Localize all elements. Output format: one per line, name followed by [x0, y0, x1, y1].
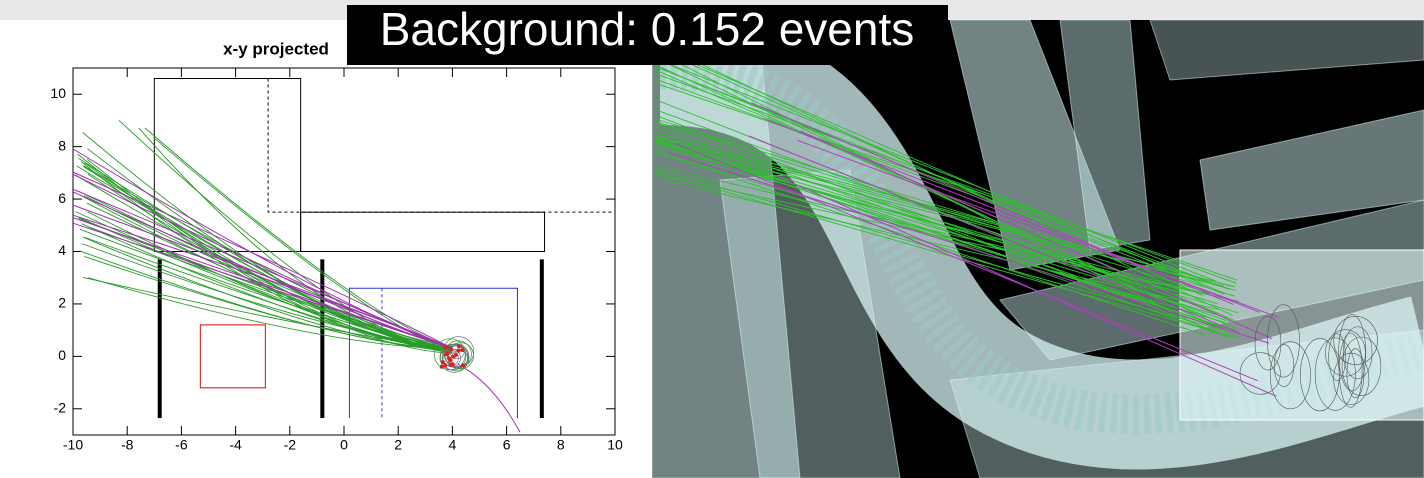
- curl-3d: [1342, 326, 1373, 379]
- curl-track: [433, 338, 466, 371]
- volume: [1149, 19, 1424, 81]
- green-track: [88, 226, 453, 348]
- hit: [447, 356, 452, 361]
- curl-3d: [1314, 337, 1356, 411]
- track-3d: [748, 135, 1239, 333]
- track-3d: [654, 78, 1209, 283]
- track-3d: [654, 58, 1217, 282]
- track-3d: [654, 73, 1237, 284]
- track-3d: [654, 65, 1224, 295]
- track-3d: [654, 168, 1221, 330]
- hit: [456, 348, 461, 353]
- curl-3d: [1333, 316, 1378, 365]
- x-tick-label: -10: [63, 437, 83, 453]
- detector-outline: [153, 77, 302, 252]
- volume: [1059, 19, 1151, 251]
- y-tick-label: 8: [58, 137, 66, 153]
- curl-3d: [1346, 348, 1365, 399]
- curl-3d: [1254, 315, 1282, 371]
- curl-3d: [1239, 352, 1281, 395]
- x-tick-label: 6: [503, 437, 511, 453]
- x-tick-label: 4: [449, 437, 457, 453]
- track-3d: [654, 131, 1233, 287]
- track-3d: [777, 176, 1277, 397]
- x-tick-label: 10: [607, 437, 623, 453]
- banner-box: [347, 5, 948, 65]
- purple-track: [72, 173, 453, 349]
- track-3d: [654, 121, 1232, 323]
- curl-3d: [1300, 338, 1340, 412]
- x-tick-label: -8: [121, 437, 134, 453]
- x-tick-label: -4: [229, 437, 242, 453]
- green-track: [82, 236, 453, 352]
- track-3d: [654, 141, 1237, 332]
- x-tick-label: 2: [394, 437, 402, 453]
- x-tick-label: 8: [557, 437, 565, 453]
- hit: [443, 363, 448, 368]
- x-tick-label: 0: [340, 437, 348, 453]
- hit: [449, 346, 454, 351]
- volume: [949, 19, 1121, 271]
- track-3d: [654, 126, 1226, 330]
- hit: [444, 345, 449, 350]
- track-3d: [654, 151, 1226, 324]
- hit: [448, 362, 453, 367]
- green-track: [78, 157, 453, 353]
- purple-track: [72, 171, 453, 349]
- curl-3d: [1269, 341, 1311, 410]
- blue-outline: [348, 287, 518, 418]
- track-3d: [654, 139, 1239, 314]
- volume: [1199, 109, 1424, 231]
- track-3d: [654, 45, 1225, 294]
- track-3d: [654, 144, 1206, 301]
- curl-3d: [1267, 304, 1300, 378]
- y-tick-label: 2: [58, 295, 66, 311]
- y-tick-label: -2: [54, 399, 67, 415]
- 3d-view: [651, 15, 1424, 478]
- track-3d: [654, 140, 1227, 319]
- hit: [457, 344, 462, 349]
- y-tick-label: 0: [58, 347, 66, 363]
- hit: [461, 363, 466, 368]
- solenoid: [1179, 249, 1424, 421]
- track-3d: [673, 142, 1259, 382]
- hit: [439, 364, 444, 369]
- green-track: [84, 236, 453, 353]
- hit: [445, 351, 450, 356]
- y-tick-label: 6: [58, 190, 66, 206]
- x-tick-label: -2: [284, 437, 297, 453]
- track-3d: [667, 152, 1269, 344]
- curl-3d: [1273, 344, 1295, 387]
- y-tick-label: 10: [50, 85, 66, 101]
- curl-3d: [1325, 329, 1366, 377]
- hit: [460, 348, 465, 353]
- track-3d: [654, 120, 1211, 294]
- dashed-outline: [267, 78, 615, 213]
- track-3d: [654, 82, 1237, 281]
- purple-track: [72, 222, 453, 349]
- green-track: [77, 153, 453, 354]
- hit: [453, 352, 458, 357]
- y-tick-label: 4: [58, 242, 66, 258]
- curl-3d: [1333, 352, 1370, 405]
- xy-plot: x-y projected -10 -8 -6 -4 -2 0 2 4 6 8 10 -2 0 2 4 6 8 1…: [50, 39, 623, 452]
- curl-3d: [1341, 336, 1382, 396]
- track-3d: [654, 171, 1235, 338]
- green-track: [82, 243, 453, 349]
- track-3d: [654, 57, 1239, 338]
- curl-3d: [1328, 333, 1346, 381]
- hit: [440, 360, 445, 365]
- track-3d: [654, 136, 1217, 328]
- detector-outline: [199, 324, 267, 389]
- track-3d: [763, 118, 1260, 313]
- x-tick-label: -6: [175, 437, 188, 453]
- track-3d: [800, 130, 1273, 340]
- banner-text: Background: 0.152 events: [380, 3, 914, 55]
- plot-title: x-y projected: [223, 39, 329, 58]
- curl-track: [449, 343, 465, 360]
- green-track: [84, 195, 453, 349]
